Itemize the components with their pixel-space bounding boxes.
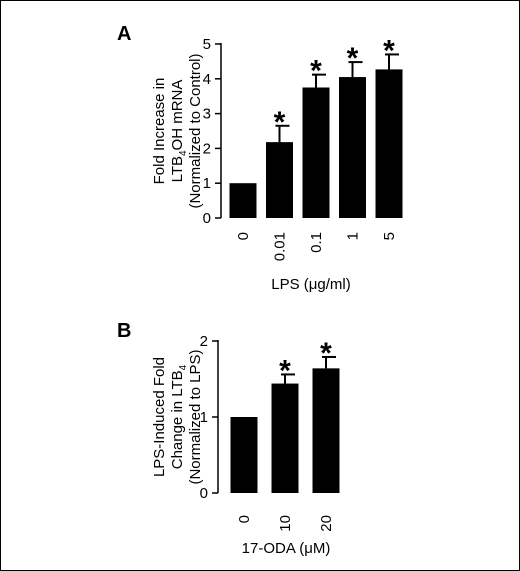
y-axis-title-subscript: 4 [178, 150, 189, 156]
y-axis-title-text: (Normalized to Control) [187, 53, 204, 208]
bar [339, 77, 366, 218]
y-tick-label: 3 [203, 106, 211, 123]
significance-star: * [310, 55, 322, 88]
y-axis-title-text: LPS-Induced Fold [151, 357, 168, 477]
y-axis-title-line: (Normalized to Control) [187, 53, 204, 208]
significance-star: * [383, 34, 395, 67]
y-tick-label: 0 [203, 210, 211, 227]
x-tick-label: 10 [277, 515, 294, 532]
bar [312, 368, 340, 493]
y-tick-label: 2 [200, 333, 208, 350]
x-tick-label: 1 [345, 232, 362, 240]
y-axis-title-line: Fold Increase in [151, 78, 168, 185]
y-axis-title-line: LTB4OH mRNA [169, 80, 189, 183]
y-axis-title-text: Change in LTB [169, 370, 186, 469]
significance-star: * [279, 354, 291, 387]
y-tick-label: 4 [203, 71, 211, 88]
y-tick-label: 1 [203, 175, 211, 192]
y-axis-title-line: LPS-Induced Fold [151, 357, 168, 477]
x-tick-label: 0.1 [308, 232, 325, 253]
y-axis-title-text: (Normalized to LPS) [187, 349, 204, 484]
x-tick-label: 0 [236, 515, 253, 523]
y-tick-label: 2 [203, 140, 211, 157]
y-axis-title-line: Change in LTB4 [169, 364, 189, 469]
bar [375, 69, 403, 219]
bar [229, 183, 257, 218]
y-axis-title-text: LTB [169, 156, 186, 182]
x-tick-label: 0.01 [272, 232, 289, 261]
panel-a-letter: A [117, 23, 131, 45]
bar [266, 142, 293, 218]
x-axis-title: LPS (μg/ml) [271, 276, 351, 293]
y-axis-title-line: (Normalized to LPS) [187, 349, 204, 484]
y-tick-label: 5 [203, 36, 211, 53]
y-axis-title-text: Fold Increase in [151, 78, 168, 185]
significance-star: * [274, 106, 286, 139]
bar [302, 87, 330, 218]
panel-b-letter: B [117, 320, 131, 342]
x-tick-label: 5 [381, 232, 398, 240]
significance-star: * [347, 42, 359, 75]
y-axis-title-text-after: OH mRNA [169, 80, 186, 151]
bar [230, 417, 258, 493]
y-axis-title-subscript: 4 [178, 364, 189, 370]
x-axis-title: 17-ODA (μM) [242, 540, 331, 557]
panel-a: 0 1 2 3 4 5 0 * 0.01 * 0.1 * 1 * 5 LPS (μg/ml) Fold Incr… [151, 34, 403, 293]
x-tick-label: 20 [318, 515, 335, 532]
x-tick-label: 0 [235, 232, 252, 240]
significance-star: * [320, 337, 332, 370]
y-tick-label: 1 [200, 409, 208, 426]
y-tick-label: 0 [200, 485, 208, 502]
bar [271, 383, 299, 493]
